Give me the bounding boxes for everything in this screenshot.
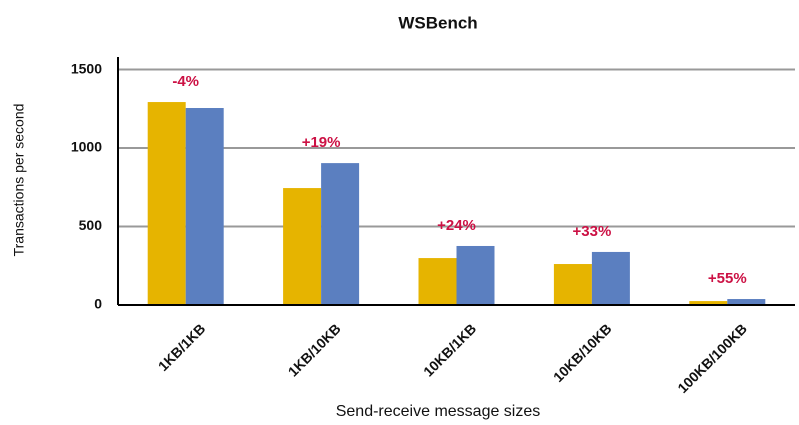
x-tick-label: 100KB/100KB xyxy=(674,320,750,396)
bar xyxy=(283,188,322,305)
annotation: +24% xyxy=(437,217,476,234)
bar xyxy=(147,102,186,306)
y-tick-label: 0 xyxy=(94,296,102,312)
x-tick-label: 1KB/1KB xyxy=(155,320,209,374)
bar xyxy=(727,299,766,305)
bar xyxy=(591,251,630,305)
y-tick-label: 1500 xyxy=(71,60,102,76)
bar xyxy=(185,108,224,305)
x-tick-label: 1KB/10KB xyxy=(285,320,344,379)
bar xyxy=(418,258,457,305)
bar xyxy=(321,163,360,305)
annotation: +55% xyxy=(708,270,747,287)
bar xyxy=(689,301,728,305)
y-axis-label: Transactions per second xyxy=(11,104,27,257)
x-tick-label: 10KB/1KB xyxy=(420,320,479,379)
x-axis-label: Send-receive message sizes xyxy=(336,403,541,420)
y-tick-label: 500 xyxy=(79,217,103,233)
annotation: +33% xyxy=(573,223,612,240)
bar xyxy=(456,245,495,305)
chart-title: WSBench xyxy=(398,13,477,32)
annotation: -4% xyxy=(172,73,199,90)
x-tick-label: 10KB/10KB xyxy=(550,320,615,385)
annotation: +19% xyxy=(302,134,341,151)
y-tick-label: 1000 xyxy=(71,139,102,155)
bar xyxy=(553,264,592,305)
